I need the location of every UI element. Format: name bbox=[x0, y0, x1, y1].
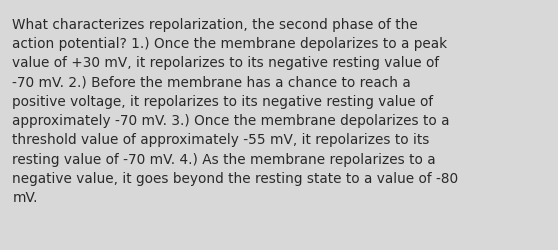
Text: What characterizes repolarization, the second phase of the
action potential? 1.): What characterizes repolarization, the s… bbox=[12, 18, 459, 204]
